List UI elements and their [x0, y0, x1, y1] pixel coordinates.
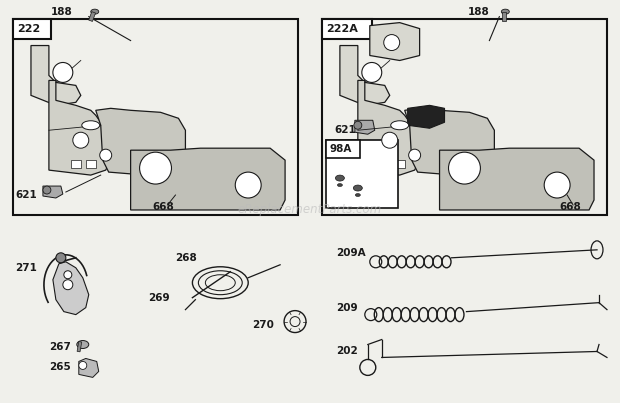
Polygon shape: [358, 81, 420, 175]
Polygon shape: [31, 46, 81, 105]
Ellipse shape: [91, 9, 99, 14]
Ellipse shape: [77, 341, 89, 349]
Bar: [395, 160, 405, 168]
Circle shape: [79, 361, 87, 370]
Bar: [13, 19, 51, 39]
Text: 209: 209: [336, 303, 358, 313]
Bar: [326, 140, 397, 208]
Text: 188: 188: [51, 7, 73, 17]
Polygon shape: [370, 23, 420, 60]
Circle shape: [100, 149, 112, 161]
Circle shape: [63, 280, 73, 290]
Text: 209A: 209A: [336, 248, 366, 258]
Bar: [326, 140, 360, 158]
Text: 668: 668: [153, 202, 174, 212]
Bar: [13, 19, 298, 215]
Bar: [89, 12, 95, 21]
Circle shape: [354, 121, 362, 129]
Text: 267: 267: [49, 343, 71, 353]
Text: 271: 271: [15, 263, 37, 273]
Text: 222: 222: [17, 24, 40, 33]
Text: 668: 668: [559, 202, 581, 212]
Polygon shape: [49, 81, 111, 175]
Ellipse shape: [337, 183, 342, 187]
Text: 222A: 222A: [326, 24, 358, 33]
Circle shape: [384, 35, 400, 50]
Circle shape: [382, 132, 397, 148]
Circle shape: [362, 62, 382, 82]
Text: 202: 202: [336, 347, 358, 357]
Polygon shape: [440, 148, 594, 210]
Circle shape: [73, 132, 89, 148]
Bar: [77, 341, 82, 352]
Polygon shape: [408, 105, 445, 128]
Circle shape: [235, 172, 261, 198]
Circle shape: [64, 271, 72, 279]
Polygon shape: [131, 148, 285, 210]
Ellipse shape: [353, 185, 362, 191]
Text: 621: 621: [334, 125, 356, 135]
Text: 268: 268: [175, 253, 197, 263]
Polygon shape: [340, 46, 390, 105]
Text: 270: 270: [252, 320, 274, 330]
Circle shape: [448, 152, 480, 184]
Polygon shape: [53, 262, 89, 315]
Circle shape: [56, 253, 66, 263]
Circle shape: [409, 149, 420, 161]
Bar: [86, 160, 95, 168]
Text: 265: 265: [49, 362, 71, 372]
Circle shape: [140, 152, 172, 184]
Polygon shape: [405, 108, 494, 175]
Bar: [380, 160, 390, 168]
Bar: [502, 12, 507, 21]
Text: 98A: 98A: [330, 144, 352, 154]
Text: 621: 621: [15, 190, 37, 200]
Polygon shape: [43, 186, 63, 198]
Text: 269: 269: [149, 293, 170, 303]
Ellipse shape: [391, 121, 409, 130]
Ellipse shape: [502, 9, 509, 14]
Polygon shape: [79, 358, 99, 377]
Polygon shape: [95, 108, 185, 175]
Circle shape: [43, 186, 51, 194]
Circle shape: [544, 172, 570, 198]
Bar: [322, 19, 607, 215]
Ellipse shape: [355, 193, 360, 197]
Polygon shape: [355, 120, 374, 134]
Circle shape: [53, 62, 73, 82]
Text: 188: 188: [467, 7, 489, 17]
Ellipse shape: [335, 175, 344, 181]
Bar: [71, 160, 81, 168]
Ellipse shape: [82, 121, 100, 130]
Text: eReplacementParts.com: eReplacementParts.com: [238, 204, 382, 216]
Bar: [322, 19, 372, 39]
